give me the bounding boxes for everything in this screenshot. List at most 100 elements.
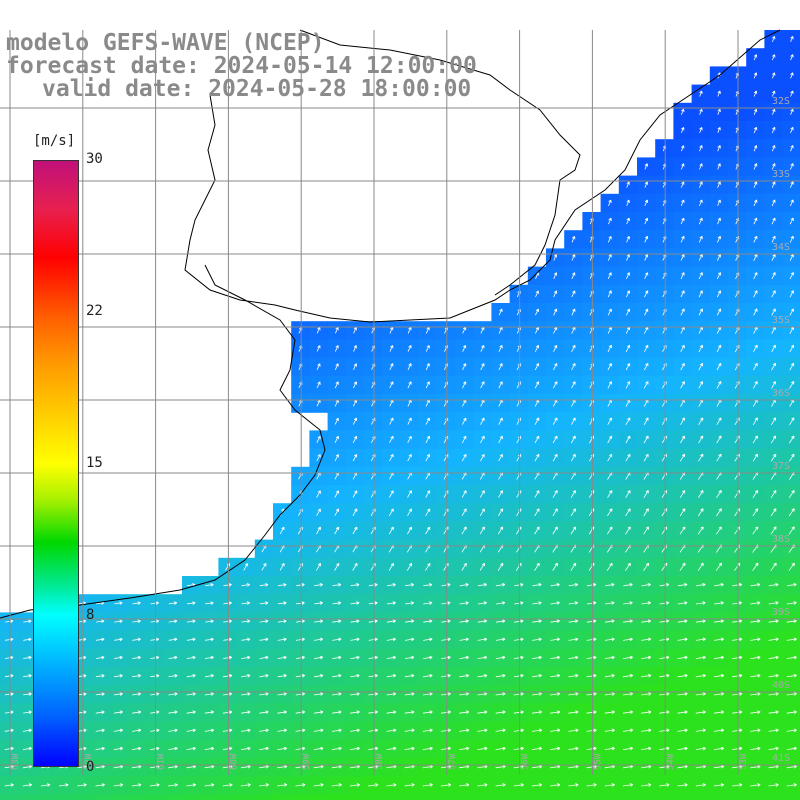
wind-arrow [295, 674, 306, 678]
wind-arrow [113, 783, 124, 787]
wind-cell [637, 321, 656, 340]
wind-arrow [404, 710, 415, 714]
wind-arrow [514, 583, 524, 587]
wind-arrow [316, 435, 321, 443]
wind-cell [418, 557, 438, 577]
wind-cell [673, 284, 693, 304]
wind-arrow [313, 783, 324, 787]
wind-arrow [113, 692, 123, 696]
wind-cell [746, 503, 765, 522]
wind-arrow [753, 108, 758, 115]
wind-arrow [350, 583, 360, 587]
wind-arrow [513, 692, 524, 696]
wind-arrow [132, 674, 142, 678]
wind-arrow [368, 655, 378, 660]
wind-cell [491, 794, 511, 800]
wind-cell [309, 539, 329, 559]
wind-arrow [259, 583, 269, 587]
wind-arrow [535, 308, 539, 316]
wind-cell [436, 521, 456, 541]
wind-arrow [752, 381, 758, 389]
wind-cell [691, 794, 711, 800]
wind-arrow [790, 163, 794, 170]
wind-arrow [389, 417, 394, 425]
wind-cell [764, 357, 784, 377]
wind-arrow [715, 562, 722, 571]
wind-arrow [316, 363, 321, 370]
wind-arrow [23, 692, 32, 696]
wind-arrow [571, 363, 576, 371]
wind-arrow [786, 710, 797, 714]
wind-arrow [716, 272, 721, 280]
wind-arrow [753, 308, 758, 316]
wind-cell [564, 448, 583, 468]
wind-cell [473, 375, 492, 395]
wind-cell [400, 794, 420, 800]
wind-arrow [5, 637, 14, 642]
wind-cell [673, 375, 693, 395]
colorbar-unit: [m/s] [33, 133, 76, 149]
wind-cell [127, 794, 147, 800]
wind-cell [436, 485, 456, 504]
wind-arrow [553, 308, 558, 316]
wind-arrow [316, 490, 321, 498]
lon-label: 62W [84, 753, 94, 770]
wind-arrow [4, 710, 14, 715]
wind-arrow [459, 583, 469, 587]
wind-cell [655, 521, 674, 541]
wind-arrow [168, 728, 178, 733]
wind-arrow [461, 562, 467, 571]
colorbar-tick-22: 22 [86, 303, 103, 319]
wind-arrow [586, 583, 597, 587]
wind-cell [527, 412, 547, 431]
wind-arrow [259, 692, 269, 696]
wind-cell [546, 412, 565, 431]
wind-cell [673, 394, 693, 413]
wind-cell [527, 430, 547, 450]
wind-cell [709, 303, 729, 322]
wind-arrow [732, 583, 743, 587]
wind-arrow [568, 728, 579, 733]
wind-arrow [95, 783, 105, 787]
wind-cell [200, 794, 219, 800]
wind-arrow [205, 601, 214, 605]
wind-cell [709, 557, 729, 577]
wind-cell [746, 284, 765, 304]
wind-arrow [95, 765, 105, 769]
wind-cell [709, 539, 729, 559]
wind-arrow [713, 673, 725, 678]
wind-cell [709, 412, 729, 431]
wind-arrow [768, 710, 779, 714]
wind-arrow [622, 710, 634, 714]
wind-arrow [626, 290, 630, 298]
lat-label: 39S [772, 607, 790, 618]
wind-arrow [680, 381, 685, 389]
wind-arrow [786, 655, 797, 660]
wind-arrow [332, 692, 342, 696]
wind-arrow [441, 619, 451, 623]
wind-arrow [626, 181, 630, 188]
wind-arrow [622, 746, 634, 751]
wind-arrow [571, 290, 576, 298]
wind-arrow [314, 583, 323, 587]
wind-arrow [223, 583, 232, 587]
wind-arrow [479, 526, 485, 535]
wind-arrow [259, 619, 269, 624]
wind-cell [491, 448, 511, 468]
wind-arrow [789, 272, 794, 280]
wind-arrow [641, 692, 652, 696]
wind-arrow [699, 90, 703, 97]
wind-arrow [607, 308, 612, 316]
wind-arrow [353, 363, 357, 370]
wind-arrow [514, 637, 524, 642]
wind-arrow [789, 217, 794, 225]
wind-cell [600, 375, 620, 395]
wind-arrow [168, 619, 178, 624]
wind-arrow [714, 583, 724, 587]
wind-cell [746, 539, 765, 559]
wind-cell [345, 794, 365, 800]
wind-cell [582, 321, 602, 340]
wind-cell [382, 503, 401, 522]
wind-cell [728, 794, 747, 800]
wind-cell [691, 248, 711, 268]
